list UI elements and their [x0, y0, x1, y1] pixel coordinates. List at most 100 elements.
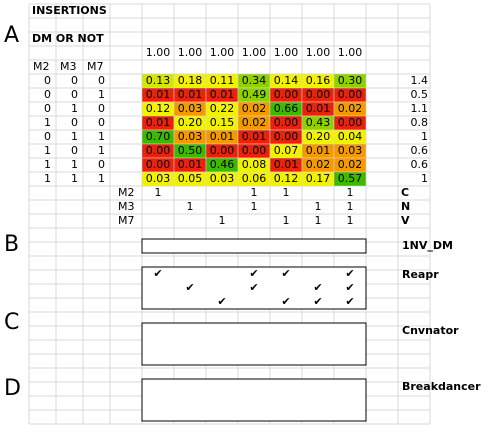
heat-value: 0.01: [242, 130, 267, 143]
combo-value: 1: [98, 172, 105, 185]
combo-value: 0: [71, 144, 78, 157]
panel-letter: B: [4, 232, 19, 257]
tool-name: Reapr: [402, 268, 439, 281]
combo-value: 1: [71, 130, 78, 143]
heat-value: 0.01: [146, 88, 171, 101]
check-mark: ✔: [185, 281, 194, 294]
tool-row-value: 1: [155, 186, 162, 199]
tool-name: Cnvnator: [402, 324, 459, 337]
combo-value: 0: [98, 102, 105, 115]
column-header: M2: [33, 60, 50, 73]
heat-value: 0.01: [210, 88, 235, 101]
heat-value: 0.00: [306, 88, 331, 101]
tool-row-value: 1: [251, 186, 258, 199]
check-mark: ✔: [249, 267, 258, 280]
heat-value: 0.07: [274, 144, 299, 157]
tool-row-value: 1: [315, 214, 322, 227]
combo-value: 1: [44, 144, 51, 157]
heat-value: 0.14: [274, 74, 299, 87]
check-mark: ✔: [281, 267, 290, 280]
heat-value: 0.02: [338, 158, 363, 171]
row-total: 1.4: [411, 74, 429, 87]
heat-value: 0.16: [306, 74, 331, 87]
column-total: 1.00: [210, 46, 235, 59]
combo-value: 0: [98, 74, 105, 87]
heat-value: 0.34: [242, 74, 267, 87]
heat-value: 0.01: [146, 116, 171, 129]
heat-value: 0.00: [274, 130, 299, 143]
tool-row-label: M3: [118, 200, 135, 213]
row-total: 1: [421, 130, 428, 143]
tool-row-label: M7: [118, 214, 135, 227]
heat-value: 0.02: [242, 116, 267, 129]
heat-value: 0.08: [242, 158, 267, 171]
column-total: 1.00: [242, 46, 267, 59]
heat-value: 0.05: [178, 172, 203, 185]
heat-value: 0.66: [274, 102, 299, 115]
heat-value: 0.49: [242, 88, 267, 101]
column-total: 1.00: [338, 46, 363, 59]
combo-value: 0: [44, 102, 51, 115]
panel-letter: D: [4, 376, 21, 401]
heat-value: 0.01: [178, 158, 203, 171]
tool-row-value: 1: [187, 200, 194, 213]
row-total: 1.1: [411, 102, 429, 115]
tool-box: [141, 266, 367, 310]
check-mark: ✔: [217, 295, 226, 308]
heat-value: 0.15: [210, 116, 235, 129]
panel-letter: A: [4, 23, 19, 48]
heat-value: 0.70: [146, 130, 171, 143]
tool-row-code: V: [401, 214, 410, 227]
combo-value: 0: [44, 88, 51, 101]
heat-value: 0.18: [178, 74, 203, 87]
row-total: 0.6: [411, 158, 429, 171]
row-total: 0.6: [411, 144, 429, 157]
check-mark: ✔: [281, 295, 290, 308]
heat-value: 0.02: [338, 102, 363, 115]
check-mark: ✔: [153, 267, 162, 280]
combo-value: 0: [71, 88, 78, 101]
heat-value: 0.00: [274, 88, 299, 101]
column-total: 1.00: [178, 46, 203, 59]
row-total: 0.5: [411, 88, 429, 101]
heat-value: 0.22: [210, 102, 235, 115]
combo-value: 1: [44, 158, 51, 171]
check-mark: ✔: [345, 281, 354, 294]
heat-value: 0.13: [146, 74, 171, 87]
check-mark: ✔: [249, 281, 258, 294]
column-header: M3: [60, 60, 77, 73]
heat-value: 0.04: [338, 130, 363, 143]
panel-letter: C: [4, 310, 19, 335]
heat-value: 0.12: [274, 172, 299, 185]
heat-value: 0.01: [306, 144, 331, 157]
check-mark: ✔: [313, 281, 322, 294]
heat-value: 0.02: [306, 158, 331, 171]
heat-value: 0.00: [210, 144, 235, 157]
heat-value: 0.46: [210, 158, 235, 171]
tool-row-value: 1: [283, 186, 290, 199]
tool-row-value: 1: [219, 214, 226, 227]
tool-row-value: 1: [347, 200, 354, 213]
heat-value: 0.01: [178, 88, 203, 101]
tool-row-label: M2: [118, 186, 135, 199]
heat-value: 0.57: [338, 172, 363, 185]
heat-value: 0.02: [242, 102, 267, 115]
combo-value: 1: [44, 116, 51, 129]
check-mark: ✔: [345, 267, 354, 280]
tool-name: 1NV_DM: [402, 239, 453, 252]
column-total: 1.00: [274, 46, 299, 59]
heat-cell: [333, 171, 367, 187]
heat-value: 0.00: [338, 88, 363, 101]
tool-row-code: C: [401, 186, 409, 199]
heat-value: 0.00: [338, 116, 363, 129]
heat-value: 0.20: [306, 130, 331, 143]
heat-value: 0.43: [306, 116, 331, 129]
tool-box: [141, 238, 367, 254]
combo-value: 1: [98, 88, 105, 101]
heat-value: 0.03: [210, 172, 235, 185]
column-total: 1.00: [306, 46, 331, 59]
combo-value: 1: [71, 102, 78, 115]
heat-value: 0.03: [178, 102, 203, 115]
check-mark: ✔: [345, 295, 354, 308]
